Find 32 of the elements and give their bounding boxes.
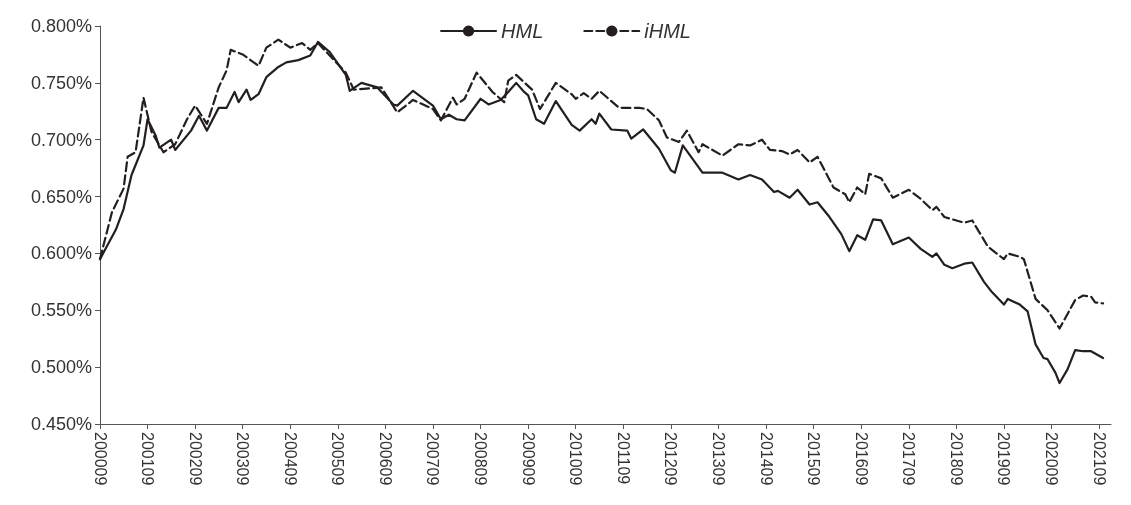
x-tick-label: 200009	[91, 432, 109, 486]
x-tick-label: 201909	[995, 432, 1013, 486]
y-tick-label: 0.700%	[30, 129, 92, 150]
x-tick-label: 200509	[329, 432, 347, 486]
legend-label: HML	[501, 20, 544, 42]
x-tick-label: 201209	[662, 432, 680, 486]
x-tick-label: 202109	[1090, 432, 1108, 486]
x-tick-label: 201709	[900, 432, 918, 486]
x-tick-label: 201509	[805, 432, 823, 486]
x-tick-label: 200609	[376, 432, 394, 486]
legend-label: iHML	[644, 20, 691, 42]
x-tick-label: 201009	[567, 432, 585, 486]
x-tick-label: 200309	[234, 432, 252, 486]
y-tick-label: 0.600%	[30, 243, 92, 264]
x-tick-label: 201109	[614, 432, 632, 485]
x-tick-label: 200409	[281, 432, 299, 486]
x-tick-label: 200809	[472, 432, 490, 486]
y-tick-label: 0.800%	[30, 16, 92, 36]
y-tick-label: 0.650%	[30, 186, 92, 207]
x-tick-label: 200209	[186, 432, 204, 486]
x-tick-label: 201309	[710, 432, 728, 486]
x-tick-label: 201409	[757, 432, 775, 486]
y-tick-label: 0.750%	[30, 72, 92, 93]
x-tick-label: 202009	[1043, 432, 1061, 486]
x-tick-label: 201609	[852, 432, 870, 486]
y-tick-label: 0.450%	[30, 414, 92, 434]
x-tick-label: 200709	[424, 432, 442, 486]
x-tick-label: 200909	[519, 432, 537, 486]
x-tick-label: 200109	[139, 432, 157, 486]
y-tick-label: 0.550%	[30, 300, 92, 321]
x-tick-label: 201809	[947, 432, 965, 486]
y-tick-label: 0.500%	[30, 357, 92, 378]
